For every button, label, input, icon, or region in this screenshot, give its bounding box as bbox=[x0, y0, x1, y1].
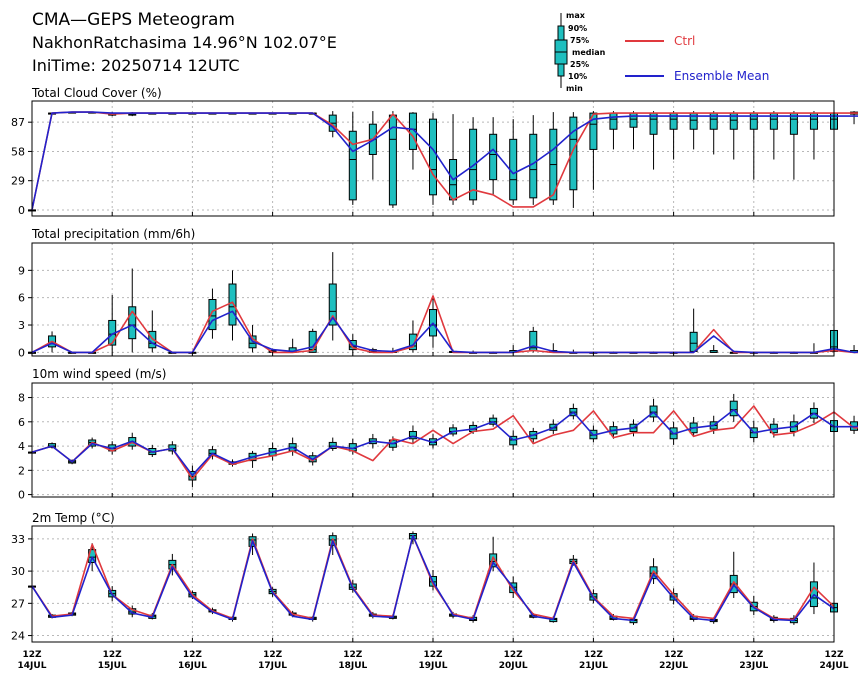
x-axis-hour-label: 12Z bbox=[263, 650, 283, 660]
x-axis-date-label: 17JUL bbox=[258, 661, 287, 671]
temp-mean-line bbox=[31, 534, 835, 622]
box-legend-p90: 90% bbox=[568, 24, 587, 33]
x-axis-hour-label: 12Z bbox=[664, 650, 684, 660]
cloud-box bbox=[629, 112, 638, 128]
precip-ytick-label: 6 bbox=[18, 292, 25, 305]
x-axis-hour-label: 12Z bbox=[343, 650, 363, 660]
temp-ytick-label: 24 bbox=[11, 630, 25, 643]
temp-panel: 24 27 30 33 bbox=[11, 525, 838, 643]
precip-ytick-label: 3 bbox=[18, 319, 25, 332]
cloud-ytick-label: 87 bbox=[11, 116, 25, 129]
cloud-mean-line bbox=[31, 111, 858, 211]
x-axis-date-label: 21JUL bbox=[579, 661, 608, 671]
precip-ytick-label: 0 bbox=[18, 346, 25, 359]
x-axis-hour-label: 12Z bbox=[504, 650, 524, 660]
cloud-ytick-label: 29 bbox=[11, 175, 25, 188]
cloud-box bbox=[489, 133, 498, 181]
x-axis-hour-label: 12Z bbox=[423, 650, 443, 660]
cloud-ytick-label: 0 bbox=[18, 204, 25, 217]
box-legend-median-label: median bbox=[572, 48, 606, 57]
cloud-panel-title: Total Cloud Cover (%) bbox=[31, 86, 162, 100]
cloud-box bbox=[589, 112, 598, 150]
x-axis-hour-label: 12Z bbox=[584, 650, 604, 660]
temp-ytick-label: 30 bbox=[11, 565, 25, 578]
cloud-box bbox=[569, 116, 578, 191]
precip-panel: 0 3 6 9 bbox=[18, 242, 858, 359]
box-legend: max 90% 75% median 25% 10% min bbox=[554, 11, 606, 93]
mean-legend-label: Ensemble Mean bbox=[674, 69, 769, 83]
cloud-ytick-label: 58 bbox=[11, 145, 25, 158]
x-axis-date-label: 15JUL bbox=[98, 661, 127, 671]
precip-box bbox=[228, 283, 237, 326]
cloud-box bbox=[469, 128, 478, 201]
temp-ytick-label: 33 bbox=[11, 533, 25, 546]
cloud-box bbox=[408, 112, 417, 150]
cloud-box bbox=[429, 118, 437, 196]
wind-ytick-label: 0 bbox=[18, 489, 25, 502]
x-axis-hour-label: 12Z bbox=[824, 650, 844, 660]
wind-ctrl-line bbox=[31, 405, 858, 480]
box-legend-p25: 25% bbox=[570, 60, 589, 69]
wind-mean-line bbox=[31, 408, 858, 477]
x-axis-date-label: 22JUL bbox=[659, 661, 688, 671]
wind-panel: 0 2 4 6 8 bbox=[18, 382, 858, 502]
cloud-box bbox=[348, 130, 357, 201]
temp-box bbox=[489, 553, 498, 568]
wind-panel-title: 10m wind speed (m/s) bbox=[32, 367, 166, 381]
box-legend-min: min bbox=[566, 84, 583, 93]
wind-box bbox=[408, 431, 417, 440]
box-legend-max: max bbox=[566, 11, 586, 20]
line-legend: Ctrl Ensemble Mean bbox=[625, 34, 769, 83]
x-axis-date-label: 16JUL bbox=[178, 661, 207, 671]
x-axis-date-label: 14JUL bbox=[18, 661, 47, 671]
init-time-label: IniTime: 20250714 12UTC bbox=[32, 56, 240, 75]
precip-panel-title: Total precipitation (mm/6h) bbox=[31, 227, 195, 241]
x-axis-date-label: 23JUL bbox=[739, 661, 768, 671]
temp-ytick-label: 27 bbox=[11, 597, 25, 610]
cloud-box bbox=[529, 133, 538, 199]
x-axis-date-label: 19JUL bbox=[419, 661, 448, 671]
x-axis-hour-label: 12Z bbox=[22, 650, 42, 660]
precip-box bbox=[328, 283, 337, 326]
precip-box bbox=[128, 306, 137, 340]
wind-ytick-label: 8 bbox=[18, 392, 25, 405]
temp-panel-title: 2m Temp (°C) bbox=[32, 511, 115, 525]
x-axis-date-label: 24JUL bbox=[820, 661, 849, 671]
box-legend-p75: 75% bbox=[570, 36, 589, 45]
x-axis-hour-label: 12Z bbox=[183, 650, 203, 660]
wind-ytick-label: 6 bbox=[18, 416, 25, 429]
precip-mean-line bbox=[31, 310, 858, 354]
box-legend-p10: 10% bbox=[568, 72, 587, 81]
cloud-box bbox=[609, 112, 618, 130]
wind-ytick-label: 4 bbox=[18, 440, 25, 453]
wind-box bbox=[729, 400, 738, 417]
x-axis-date-label: 18JUL bbox=[338, 661, 367, 671]
wind-ytick-label: 2 bbox=[18, 464, 25, 477]
precip-ytick-label: 9 bbox=[18, 264, 25, 277]
cloud-panel: 0 29 58 87 bbox=[11, 100, 858, 217]
x-axis-hour-label: 12Z bbox=[744, 650, 764, 660]
location-label: NakhonRatchasima 14.96°N 102.07°E bbox=[32, 33, 337, 52]
x-axis-hour-label: 12Z bbox=[103, 650, 123, 660]
ctrl-legend-label: Ctrl bbox=[674, 34, 695, 48]
x-axis-date-label: 20JUL bbox=[499, 661, 528, 671]
meteogram-title: CMA—GEPS Meteogram bbox=[32, 10, 235, 30]
precip-box bbox=[208, 299, 217, 331]
